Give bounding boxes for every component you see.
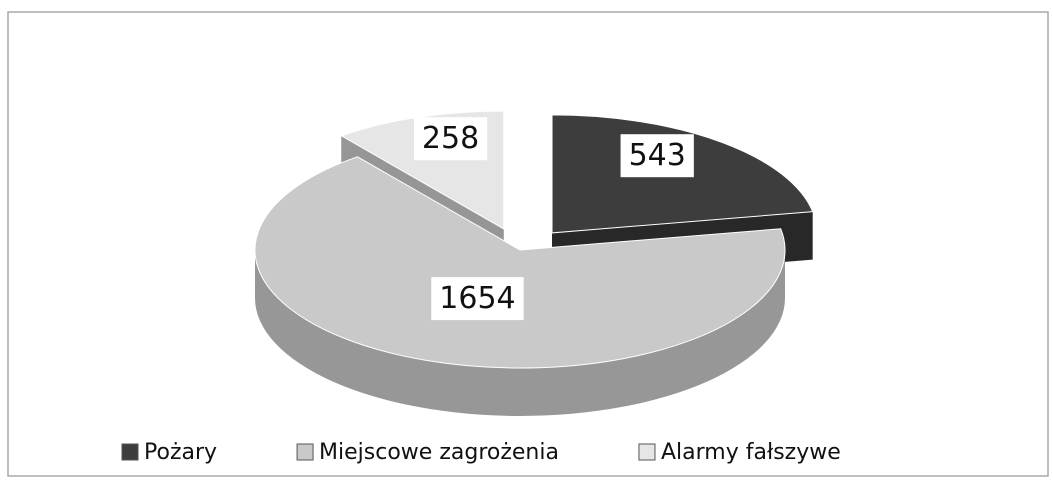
data-label-group: 1654 xyxy=(431,277,524,321)
data-label-group: 543 xyxy=(620,134,694,178)
data-label-box xyxy=(413,117,488,161)
data-label-box xyxy=(620,134,694,178)
legend-swatch xyxy=(638,443,656,461)
data-label-box xyxy=(431,277,524,321)
legend-label: Miejscowe zagrożenia xyxy=(319,440,559,465)
legend-swatch xyxy=(296,443,314,461)
data-label-group: 258 xyxy=(413,117,488,161)
legend-label: Pożary xyxy=(144,440,217,465)
legend-swatch xyxy=(121,443,139,461)
data-label: 258 xyxy=(422,121,479,156)
data-label: 1654 xyxy=(439,281,515,316)
slice-side xyxy=(255,250,785,416)
legend-label: Alarmy fałszywe xyxy=(661,440,841,465)
slice xyxy=(254,156,786,369)
data-label: 543 xyxy=(629,138,686,173)
